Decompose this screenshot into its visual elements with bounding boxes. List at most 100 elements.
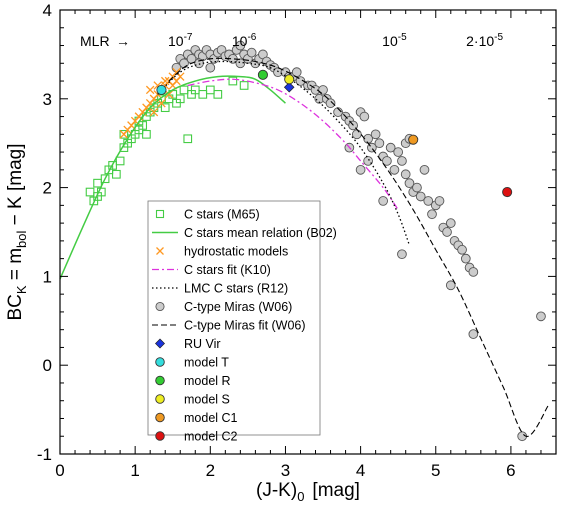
- data-point-c-stars-m65: [112, 169, 121, 179]
- series-model-c1: [408, 134, 419, 145]
- data-point-c-stars-m65: [160, 103, 170, 113]
- data-point-c-stars-m65: [213, 90, 223, 99]
- y-tick-label: 2: [43, 179, 52, 198]
- x-tick-label: 1: [130, 461, 139, 480]
- series-line-c-stars-mean-relation-b02: [59, 75, 286, 280]
- series-c-stars-fit-k10: [187, 78, 399, 211]
- legend-label-model-s: model S: [184, 393, 230, 407]
- data-point-c-type-miras-w06: [412, 182, 422, 193]
- x-axis-label-subscript: 0: [297, 489, 304, 504]
- mlr-annotation: MLR → 10-7 10-6 10-5 2·10-5: [80, 32, 503, 49]
- x-tick-label: 3: [281, 461, 290, 480]
- legend-item-lmc-c-stars-r12: LMC C stars (R12): [152, 282, 288, 296]
- mlr-mark-exponent: -5: [494, 32, 503, 43]
- x-axis-label-main: (J-K): [256, 480, 297, 501]
- legend-label-ru-vir: RU Vir: [184, 337, 221, 351]
- data-point-c-stars-m65: [175, 94, 185, 104]
- data-point-c-stars-m65: [142, 129, 151, 139]
- x-tick-label: 6: [506, 461, 515, 480]
- data-point-c-type-miras-w06: [318, 85, 328, 95]
- legend-box: [147, 200, 321, 436]
- data-point-c-stars-m65: [138, 121, 148, 130]
- mlr-mark-base: 10: [168, 33, 184, 49]
- legend-marker-model-r: [155, 375, 165, 386]
- y-axis-label-subscript-bol: bol: [14, 231, 29, 248]
- data-point-c-stars-m65: [190, 85, 200, 95]
- data-point-c-type-miras-w06: [445, 218, 456, 228]
- legend-marker-model-c2: [155, 431, 165, 441]
- legend-item-hydrostatic-models: hydrostatic models: [156, 245, 288, 259]
- legend-label-c-stars-mean-relation-b02: C stars mean relation (B02): [184, 226, 337, 240]
- legend-label-c-type-miras-w06: C-type Miras (W06): [184, 300, 292, 314]
- series-line-c-type-miras-fit-w06: [168, 57, 549, 437]
- legend-item-model-r: model R: [155, 374, 231, 388]
- data-point-c-stars-m65: [100, 174, 110, 184]
- y-axis-label-main: BC: [5, 294, 26, 320]
- legend-item-c-stars-mean-relation-b02: C stars mean relation (B02): [152, 226, 337, 240]
- legend-item-model-c2: model C2: [155, 430, 238, 444]
- data-point-c-type-miras-w06: [415, 191, 426, 202]
- mlr-mark: 10-7: [168, 32, 193, 49]
- legend-item-c-stars-m65: C stars (M65): [155, 208, 260, 222]
- x-axis-label-unit: [mag]: [312, 480, 360, 501]
- data-point-c-type-miras-w06: [423, 196, 434, 206]
- data-point-c-type-miras-w06: [468, 267, 479, 277]
- legend-item-c-type-miras-fit-w06: C-type Miras fit (W06): [152, 319, 306, 333]
- data-point-c-type-miras-w06: [333, 107, 343, 117]
- mlr-mark-base: 2·10: [466, 33, 494, 49]
- data-point-c-stars-m65: [198, 90, 208, 99]
- data-point-c-type-miras-w06: [325, 98, 336, 109]
- legend-item-c-stars-fit-k10: C stars fit (K10): [152, 263, 271, 277]
- legend-label-model-r: model R: [184, 374, 231, 388]
- mlr-mark-exponent: -7: [184, 32, 193, 43]
- data-point-c-stars-m65: [115, 156, 125, 166]
- series-model-c2: [502, 186, 513, 198]
- data-point-hydrostatic-models: [157, 98, 166, 108]
- series-model-r: [257, 69, 268, 80]
- data-point-c-type-miras-w06: [468, 329, 479, 339]
- legend-item-model-c1: model C1: [155, 411, 238, 425]
- series-lmc-c-stars-r12: [157, 60, 411, 246]
- x-tick-label: 2: [206, 461, 215, 480]
- data-point-c-stars-m65: [96, 187, 106, 197]
- mlr-mark: 10-5: [382, 32, 407, 49]
- legend-item-c-type-miras-w06: C-type Miras (W06): [155, 300, 292, 314]
- mlr-mark-exponent: -5: [398, 32, 407, 43]
- legend-marker-ru-vir: [155, 338, 165, 349]
- data-point-hydrostatic-models: [149, 107, 159, 117]
- data-point-c-type-miras-w06: [370, 129, 381, 140]
- data-point-c-stars-m65: [205, 85, 215, 95]
- data-point-c-type-miras-w06: [378, 196, 389, 206]
- data-point-c-type-miras-w06: [393, 147, 404, 157]
- data-point-model-c2: [502, 186, 513, 198]
- data-point-c-type-miras-w06: [351, 129, 362, 140]
- data-point-c-type-miras-w06: [359, 111, 370, 122]
- legend-marker-c-type-miras-w06: [155, 301, 165, 312]
- y-axis-label-subscript: K: [14, 285, 29, 294]
- legend-label-lmc-c-stars-r12: LMC C stars (R12): [184, 282, 288, 296]
- plot-frame: [59, 9, 557, 455]
- data-point-c-type-miras-w06: [385, 142, 396, 153]
- data-point-c-type-miras-w06: [374, 138, 385, 149]
- data-point-c-type-miras-w06: [419, 164, 430, 175]
- mlr-arrow: →: [116, 33, 130, 49]
- legend: C stars (M65) C stars mean relation (B02)…: [147, 200, 337, 444]
- data-point-c-type-miras-w06: [460, 253, 471, 264]
- data-point-c-type-miras-w06: [397, 249, 407, 260]
- data-point-hydrostatic-models: [160, 76, 170, 86]
- y-axis-label: BCK = mbol − K [mag]: [5, 143, 29, 320]
- data-point-c-type-miras-w06: [427, 209, 437, 220]
- data-point-c-type-miras-w06: [363, 156, 373, 166]
- data-point-c-stars-m65: [119, 129, 129, 139]
- y-tick-label: 4: [43, 1, 52, 20]
- x-axis-label: (J-K)0 [mag]: [256, 480, 360, 504]
- data-point-c-type-miras-w06: [442, 227, 452, 237]
- series-line-c-stars-fit-k10: [187, 78, 399, 211]
- series-model-t: [156, 84, 167, 95]
- legend-marker-hydrostatic-models: [156, 247, 164, 255]
- data-point-c-type-miras-w06: [355, 164, 366, 175]
- data-point-c-type-miras-w06: [397, 156, 407, 166]
- series-line-lmc-c-stars-r12: [157, 60, 411, 246]
- data-point-c-stars-m65: [85, 187, 95, 197]
